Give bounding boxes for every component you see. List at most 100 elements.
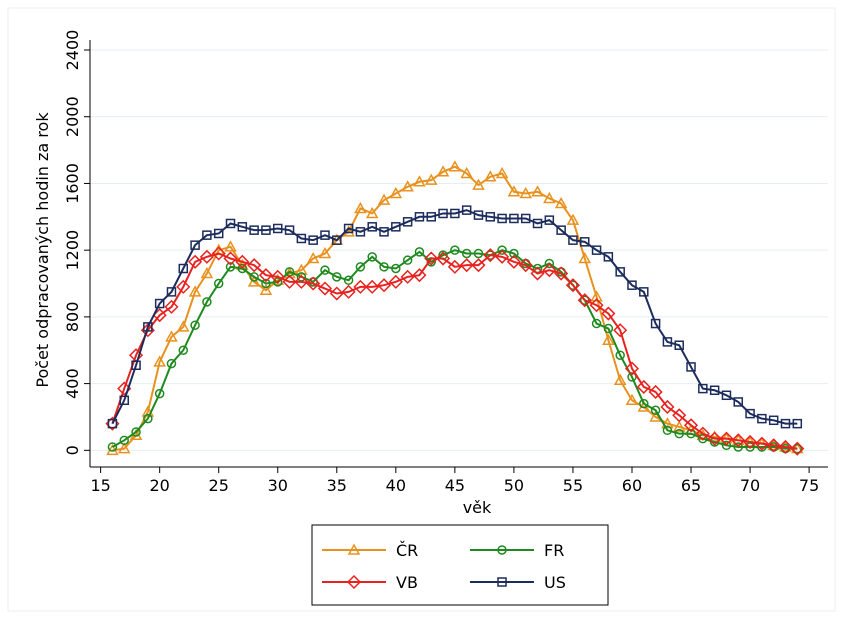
marker: [497, 545, 507, 555]
marker: [650, 318, 661, 329]
marker: [107, 418, 118, 429]
marker: [613, 373, 627, 386]
marker: [355, 262, 366, 272]
marker: [435, 251, 451, 266]
marker: [343, 223, 354, 234]
x-tick-label: 50: [504, 476, 524, 495]
marker: [391, 263, 401, 274]
marker: [320, 230, 330, 240]
x-tick-label: 20: [149, 476, 169, 495]
marker: [320, 265, 330, 275]
marker: [379, 262, 389, 272]
y-tick-label: 800: [63, 302, 82, 333]
marker: [424, 173, 438, 185]
marker: [461, 248, 472, 259]
marker: [365, 206, 379, 219]
marker: [721, 440, 732, 451]
marker: [578, 251, 592, 264]
x-tick-label: 55: [563, 476, 583, 495]
marker: [519, 186, 532, 199]
y-axis-title: Počet odpracovaných hodin za rok: [33, 112, 52, 388]
marker: [282, 274, 297, 289]
marker: [686, 362, 696, 372]
frame: [7, 7, 836, 612]
marker: [365, 279, 380, 294]
marker: [211, 246, 226, 261]
marker: [543, 191, 556, 204]
marker: [483, 248, 498, 263]
marker: [389, 186, 403, 199]
marker: [165, 330, 178, 342]
marker: [176, 279, 191, 294]
marker: [259, 283, 273, 295]
marker: [247, 275, 261, 287]
marker: [401, 180, 414, 192]
marker: [400, 269, 415, 284]
marker: [648, 384, 663, 400]
x-tick-label: 25: [209, 476, 229, 495]
marker: [461, 205, 472, 215]
marker: [731, 433, 746, 448]
marker: [164, 299, 179, 314]
marker: [376, 278, 392, 293]
marker: [566, 213, 580, 225]
legend-label: ČR: [396, 541, 418, 560]
marker: [591, 318, 602, 329]
marker: [615, 350, 625, 360]
marker: [178, 263, 189, 274]
marker: [258, 268, 273, 283]
marker: [414, 212, 425, 222]
marker: [296, 233, 307, 244]
marker: [509, 213, 519, 224]
marker: [347, 543, 361, 555]
marker: [143, 413, 153, 424]
marker: [530, 266, 545, 281]
marker: [367, 222, 377, 232]
legend-box: [311, 524, 609, 606]
marker: [353, 279, 368, 294]
marker: [249, 225, 259, 235]
y-tick-label: 0: [63, 445, 82, 455]
marker: [377, 193, 391, 205]
marker: [602, 333, 615, 345]
marker: [497, 577, 507, 587]
marker: [119, 395, 129, 406]
y-tick-label: 1200: [63, 230, 82, 271]
marker: [412, 268, 427, 283]
marker: [615, 267, 625, 277]
marker: [603, 252, 614, 262]
y-tick-label: 1600: [63, 163, 82, 204]
marker: [627, 372, 637, 382]
marker: [577, 293, 592, 308]
marker: [544, 258, 555, 269]
marker: [636, 379, 651, 394]
marker: [424, 251, 439, 266]
marker: [402, 217, 413, 227]
marker: [308, 235, 318, 245]
x-tick-label: 75: [799, 476, 819, 495]
marker: [639, 287, 649, 297]
marker: [154, 388, 165, 399]
marker: [426, 212, 437, 222]
marker: [143, 322, 153, 332]
marker: [295, 263, 308, 275]
marker: [261, 225, 271, 235]
x-tick-label: 15: [90, 476, 110, 495]
marker: [531, 185, 544, 197]
marker: [346, 574, 362, 590]
marker: [790, 441, 805, 456]
x-tick-label: 35: [327, 476, 347, 495]
marker: [119, 435, 129, 446]
marker: [639, 398, 649, 409]
marker: [745, 408, 755, 419]
x-tick-label: 30: [268, 476, 288, 495]
x-tick-label: 70: [740, 476, 760, 495]
marker: [507, 185, 521, 197]
marker: [188, 254, 203, 269]
marker: [235, 254, 250, 269]
marker: [199, 249, 214, 264]
y-tick-label: 400: [63, 368, 82, 399]
marker: [225, 262, 236, 272]
marker: [237, 263, 248, 274]
marker: [388, 274, 403, 289]
